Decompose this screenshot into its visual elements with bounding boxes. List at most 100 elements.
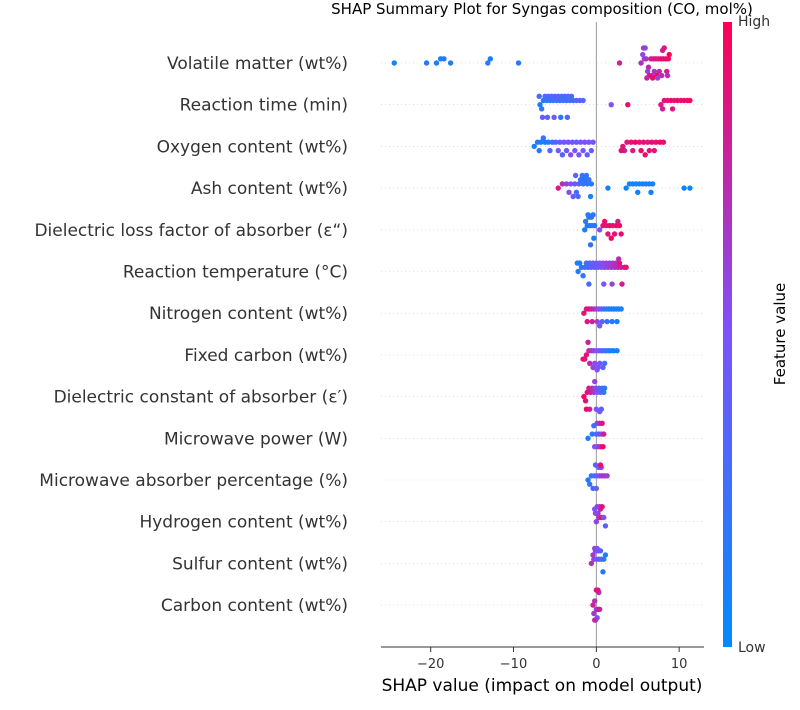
shap-point <box>485 60 491 66</box>
shap-point <box>547 147 553 154</box>
feature-label: Microwave power (W) <box>164 429 348 449</box>
shap-point <box>572 147 578 154</box>
shap-point <box>640 45 647 51</box>
shap-point <box>602 552 609 558</box>
shap-point <box>582 139 588 145</box>
shap-point <box>570 193 576 200</box>
shap-point <box>666 51 672 58</box>
shap-point <box>599 420 605 426</box>
shap-point <box>605 231 611 237</box>
shap-point <box>576 152 582 158</box>
shap-point <box>593 519 600 525</box>
shap-point <box>635 189 641 195</box>
shap-point <box>601 218 608 225</box>
shap-point <box>538 106 545 112</box>
shap-point <box>531 143 537 150</box>
shap-point <box>615 256 622 262</box>
shap-point <box>555 185 561 191</box>
shap-point <box>608 102 614 108</box>
shap-point <box>586 281 592 287</box>
shap-point <box>585 435 591 441</box>
shap-point <box>537 102 543 108</box>
shap-point <box>640 139 647 145</box>
colorbar-low-label: Low <box>738 640 766 656</box>
shap-point <box>596 360 603 366</box>
shap-point <box>586 177 592 183</box>
shap-point <box>591 360 598 366</box>
shap-point <box>591 598 598 604</box>
shap-point <box>583 406 590 412</box>
shap-point <box>646 147 653 154</box>
shap-point <box>628 139 634 145</box>
x-tick-label: 0 <box>592 657 600 672</box>
shap-point <box>664 72 671 79</box>
shap-point <box>623 264 629 270</box>
shap-point <box>576 181 582 187</box>
shap-point <box>643 56 649 62</box>
shap-point <box>653 139 659 145</box>
shap-point <box>563 147 570 154</box>
shap-point <box>572 181 578 187</box>
shap-point <box>591 423 597 429</box>
shap-point <box>587 242 594 248</box>
shap-point <box>605 185 611 191</box>
feature-label: Dielectric loss factor of absorber (ε“) <box>34 221 348 241</box>
shap-point <box>601 360 608 366</box>
shap-point <box>585 212 591 218</box>
shap-point <box>591 610 597 617</box>
shap-point <box>601 389 607 396</box>
shap-point <box>616 222 623 229</box>
shap-point <box>568 93 575 100</box>
shap-point <box>601 514 607 521</box>
shap-point <box>545 139 551 145</box>
shap-point <box>582 218 589 225</box>
shap-point <box>544 114 551 121</box>
shap-point <box>609 281 615 287</box>
shap-point <box>580 273 586 279</box>
shap-point <box>601 385 608 391</box>
shap-point <box>585 477 591 483</box>
shap-point <box>536 93 542 100</box>
shap-point <box>553 139 559 145</box>
feature-label: Reaction time (min) <box>180 96 348 116</box>
shap-point <box>564 114 571 121</box>
shap-point <box>583 172 590 179</box>
feature-label: Hydrogen content (wt%) <box>139 513 348 533</box>
shap-point <box>664 68 670 75</box>
shap-point <box>588 147 595 154</box>
shap-point <box>594 318 600 325</box>
shap-point <box>590 364 596 371</box>
shap-point <box>577 139 584 145</box>
shap-point <box>591 222 598 229</box>
shap-point <box>614 348 620 354</box>
shap-point <box>604 473 610 479</box>
shap-point <box>601 556 607 562</box>
shap-point <box>600 364 606 371</box>
shap-point <box>594 545 600 552</box>
shap-point <box>681 185 687 191</box>
shap-point <box>590 552 596 558</box>
shap-point <box>623 185 629 191</box>
shap-point <box>618 147 624 154</box>
shap-point <box>591 235 597 241</box>
shap-point <box>649 181 656 187</box>
shap-point <box>572 172 579 179</box>
shap-point <box>601 431 607 437</box>
shap-point <box>594 367 600 373</box>
shap-point <box>659 72 665 79</box>
shap-point <box>619 281 625 287</box>
shap-point <box>669 106 676 112</box>
shap-point <box>591 444 598 450</box>
feature-label: Fixed carbon (wt%) <box>184 346 348 366</box>
shap-point <box>590 212 596 218</box>
shap-point <box>658 102 664 108</box>
shap-point <box>566 189 572 195</box>
shap-point <box>616 260 623 266</box>
feature-label: Reaction temperature (°C) <box>123 263 348 283</box>
colorbar-high-label: High <box>738 14 770 30</box>
shap-point <box>582 227 588 233</box>
shap-point <box>588 560 595 567</box>
shap-point <box>540 135 547 141</box>
x-tick-label: −20 <box>417 657 444 672</box>
